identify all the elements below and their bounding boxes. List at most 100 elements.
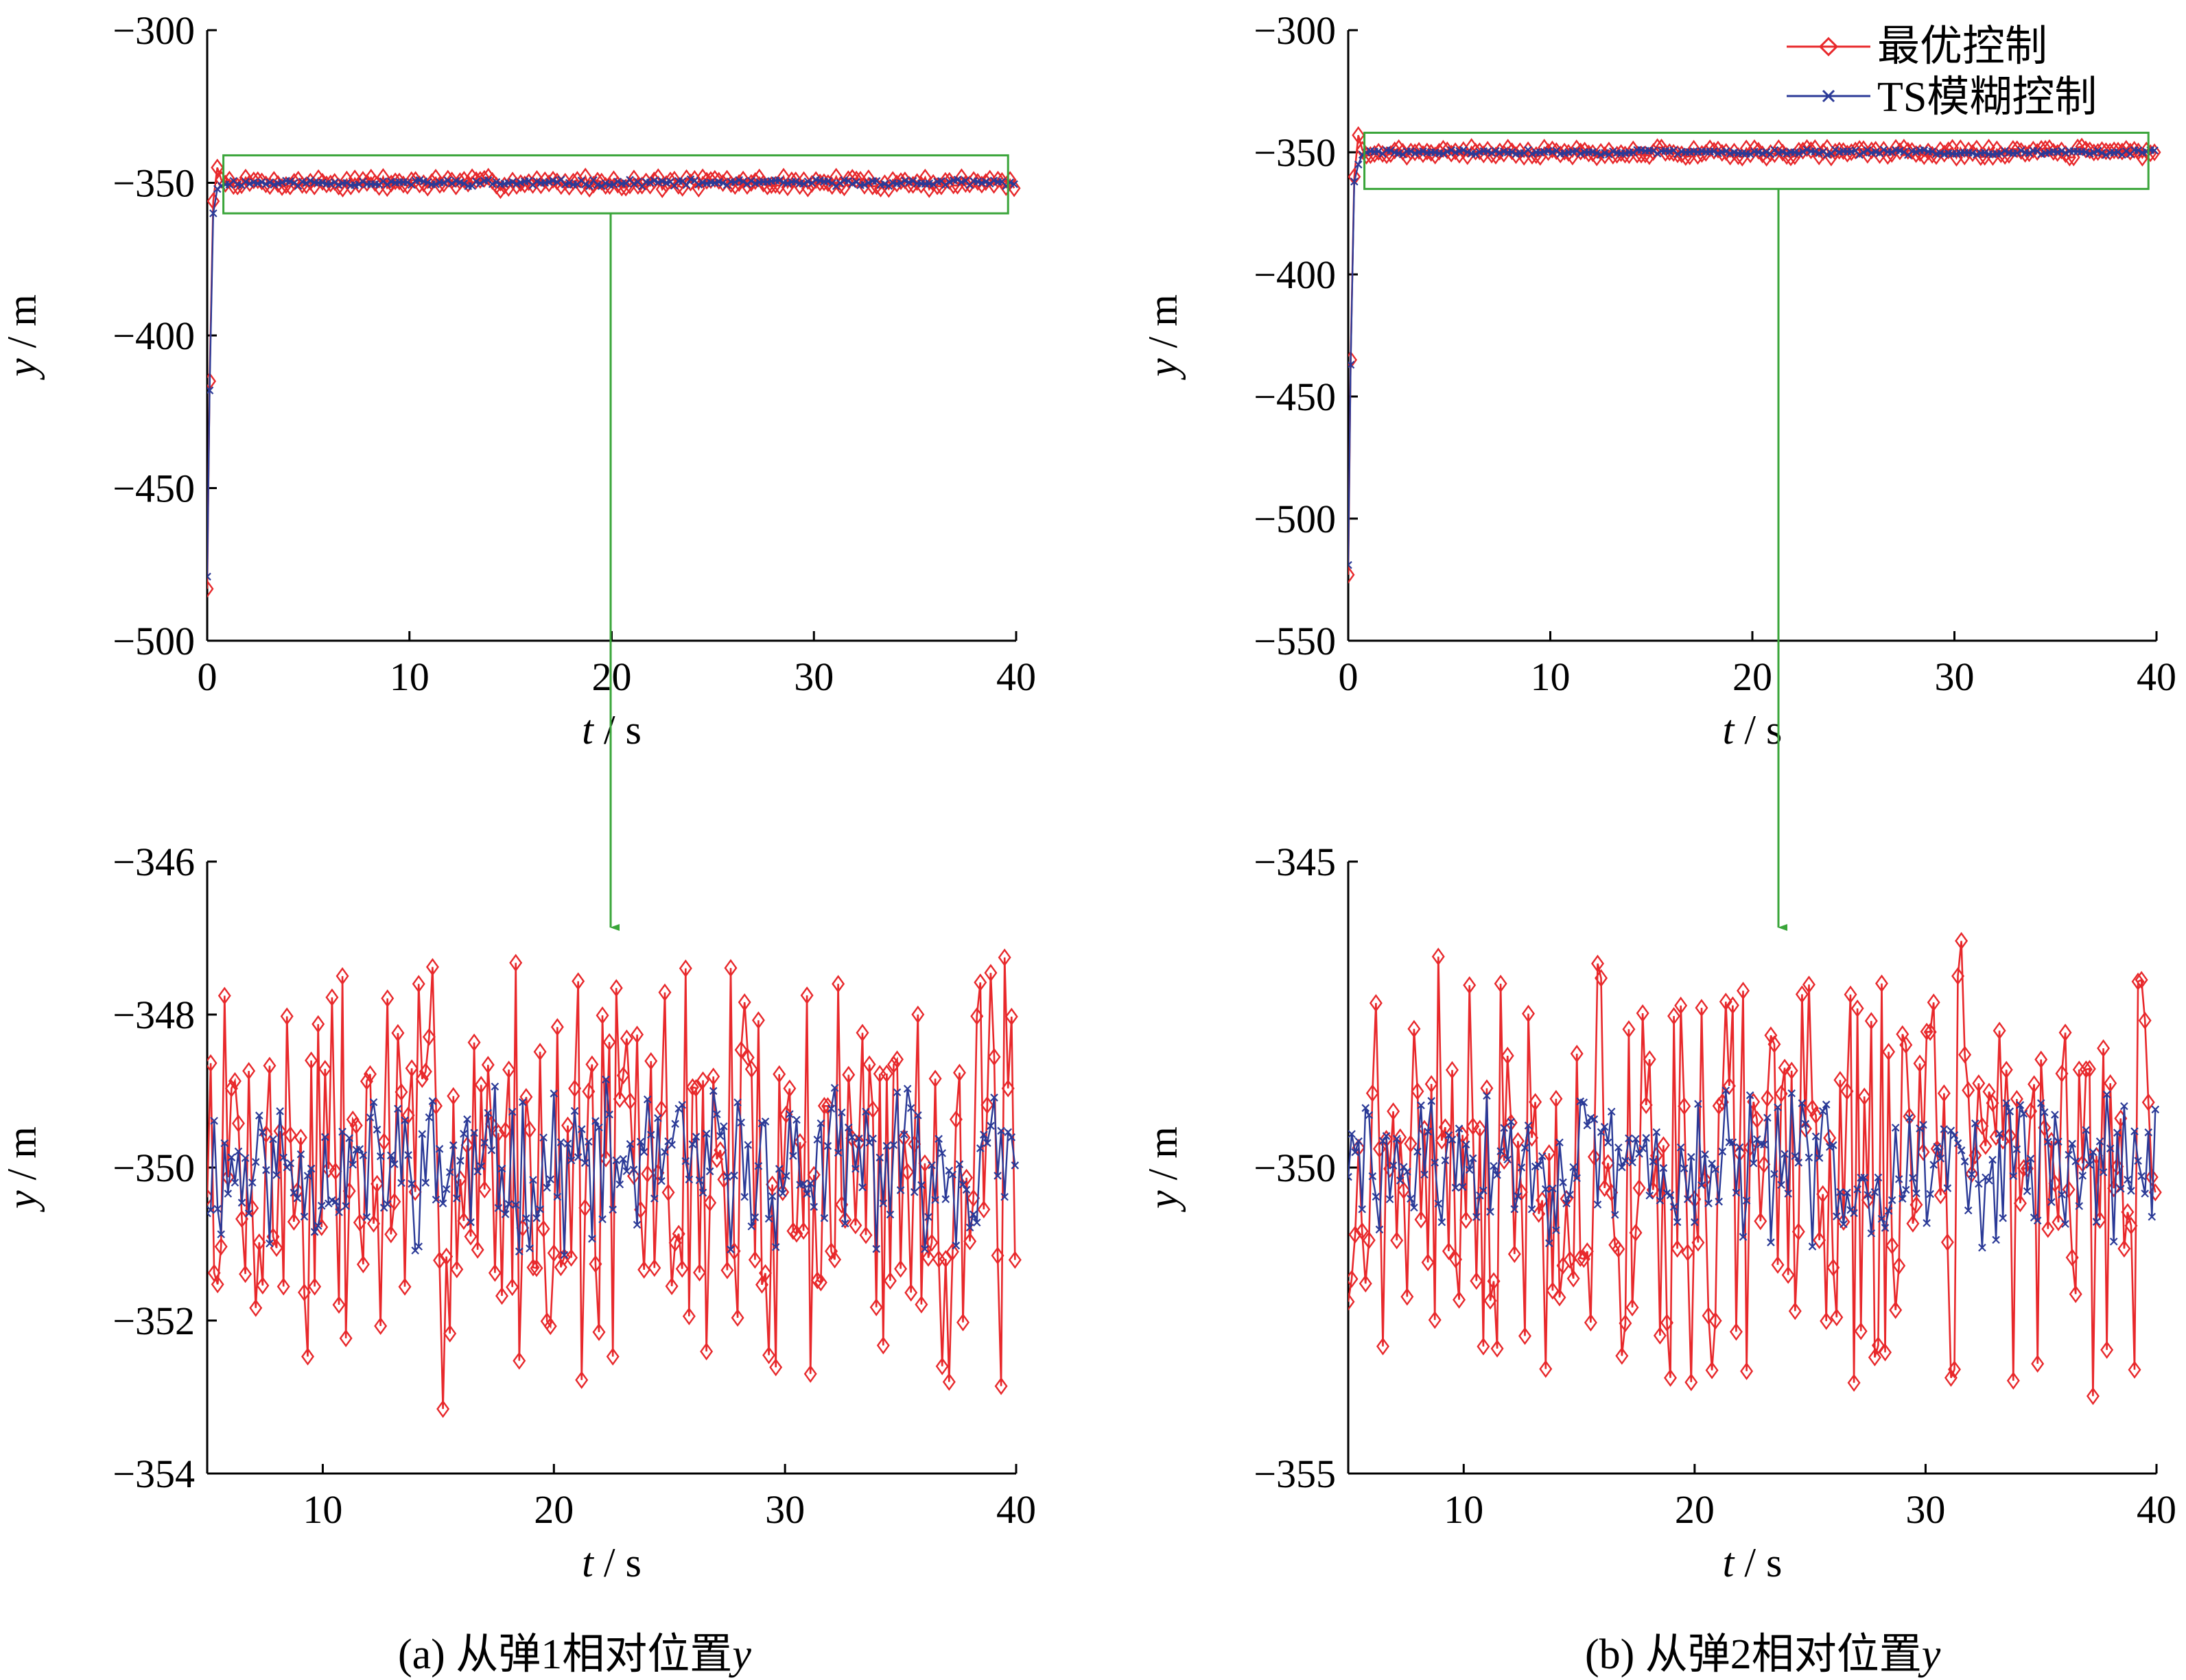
data-point-optimal <box>1008 1251 1022 1269</box>
data-point-optimal <box>1857 1087 1871 1106</box>
data-point-optimal <box>682 1307 696 1325</box>
data-point-optimal <box>2083 141 2097 160</box>
data-point-ts <box>234 1147 243 1156</box>
data-point-ts <box>207 572 211 581</box>
data-point-optimal <box>834 176 847 195</box>
data-point-ts <box>585 1137 593 1146</box>
data-point-optimal <box>242 1062 256 1080</box>
data-point-optimal <box>1667 1007 1681 1026</box>
data-point-ts <box>2114 147 2122 156</box>
data-point-optimal <box>1816 143 1830 161</box>
data-point-ts <box>1010 180 1018 189</box>
data-point-ts <box>1350 177 1359 186</box>
data-point-ts <box>1704 1199 1713 1207</box>
data-point-optimal <box>251 171 265 189</box>
data-point-ts <box>1739 1233 1748 1241</box>
data-point-optimal <box>537 1220 550 1238</box>
data-point-ts <box>255 1111 263 1120</box>
data-point-ts <box>723 1172 731 1181</box>
data-point-optimal <box>837 178 851 197</box>
data-point-ts <box>1566 1190 1574 1199</box>
data-point-optimal <box>1865 141 1879 160</box>
data-point-optimal <box>939 1250 952 1268</box>
data-point-optimal <box>1442 1242 1455 1260</box>
data-point-ts <box>442 1185 451 1194</box>
data-point-optimal <box>1934 1186 1947 1205</box>
caption-b-text: (b) 从弹2相对位置 <box>1585 1631 1922 1678</box>
data-point-ts <box>440 178 448 187</box>
data-point-ts <box>597 182 606 190</box>
data-point-ts <box>231 1179 239 1187</box>
data-point-ts <box>806 1179 814 1187</box>
data-point-optimal <box>1882 1043 1896 1061</box>
y-axis-label-var: y <box>0 358 45 381</box>
data-point-optimal <box>360 1072 373 1091</box>
data-point-ts <box>865 178 873 187</box>
data-point-ts <box>739 177 747 186</box>
data-point-ts <box>747 176 755 185</box>
data-point-optimal <box>952 1063 966 1082</box>
data-point-optimal <box>2131 972 2145 991</box>
data-point-optimal <box>828 1251 842 1269</box>
data-point-optimal <box>2065 1249 2079 1267</box>
data-point-optimal <box>1840 1082 1854 1100</box>
data-point-ts <box>1573 147 1581 155</box>
data-point-optimal <box>613 1090 626 1109</box>
data-point-optimal <box>1584 1313 1597 1332</box>
data-point-ts <box>1590 1115 1599 1124</box>
zoom-box <box>222 154 1009 215</box>
data-point-optimal <box>956 1313 970 1332</box>
data-point-ts <box>1853 1185 1861 1194</box>
data-point-optimal <box>755 1275 768 1294</box>
data-point-optimal <box>2052 1213 2065 1231</box>
data-point-optimal <box>1615 1347 1629 1365</box>
data-point-optimal <box>1820 1312 1833 1330</box>
data-point-ts <box>591 1117 600 1125</box>
data-point-ts <box>2124 1175 2132 1184</box>
data-point-ts <box>359 177 367 186</box>
data-point-optimal <box>1674 996 1688 1015</box>
data-point-optimal <box>2119 139 2133 158</box>
data-point-optimal <box>734 1041 748 1059</box>
data-point-optimal <box>599 176 613 195</box>
data-point-optimal <box>631 1026 644 1044</box>
data-point-optimal <box>471 1240 484 1259</box>
data-point-ts <box>526 1244 534 1253</box>
zoom-box <box>1363 132 2150 190</box>
data-point-optimal <box>751 1011 765 1030</box>
data-point-ts <box>1855 150 1864 159</box>
data-point-optimal <box>1729 1323 1743 1341</box>
x-tick-label: 10 <box>303 1487 342 1532</box>
data-point-ts <box>1628 1158 1636 1167</box>
data-point-optimal <box>249 1299 263 1317</box>
data-point-optimal <box>2082 1060 2096 1078</box>
data-point-ts <box>1928 147 1936 156</box>
data-point-ts <box>242 178 250 186</box>
y-axis-label: y / m <box>0 294 45 381</box>
data-point-optimal <box>866 1100 880 1119</box>
data-point-optimal <box>974 973 987 992</box>
data-point-ts <box>1673 1218 1682 1227</box>
data-point-ts <box>605 1110 613 1119</box>
data-point-ts <box>682 180 691 189</box>
legend-ts-label: TS模糊控制 <box>1877 74 2097 121</box>
data-point-ts <box>872 1244 880 1253</box>
caption-a-var: y <box>728 1631 751 1678</box>
data-point-ts <box>830 1084 839 1092</box>
data-point-ts <box>1417 1101 1425 1110</box>
data-point-ts <box>1818 1107 1827 1115</box>
data-point-ts <box>1829 1141 1837 1150</box>
data-point-optimal <box>214 1238 228 1256</box>
data-point-optimal <box>1632 1179 1646 1197</box>
data-point-ts <box>737 1118 745 1127</box>
y-tick-label: −550 <box>1254 619 1336 663</box>
data-point-ts <box>792 1115 801 1124</box>
data-point-ts <box>2051 1111 2059 1119</box>
data-point-ts <box>1503 1155 1512 1164</box>
plot-b-top: −550 −500 −450 −400 −350 −300 0 10 20 30 40 t / s y … <box>1140 8 2176 753</box>
data-point-ts <box>2061 1220 2069 1228</box>
data-point-ts <box>1385 1195 1394 1203</box>
x-tick-label: 30 <box>794 654 834 699</box>
data-point-ts <box>2009 1172 2018 1181</box>
data-point-optimal <box>634 1200 648 1219</box>
